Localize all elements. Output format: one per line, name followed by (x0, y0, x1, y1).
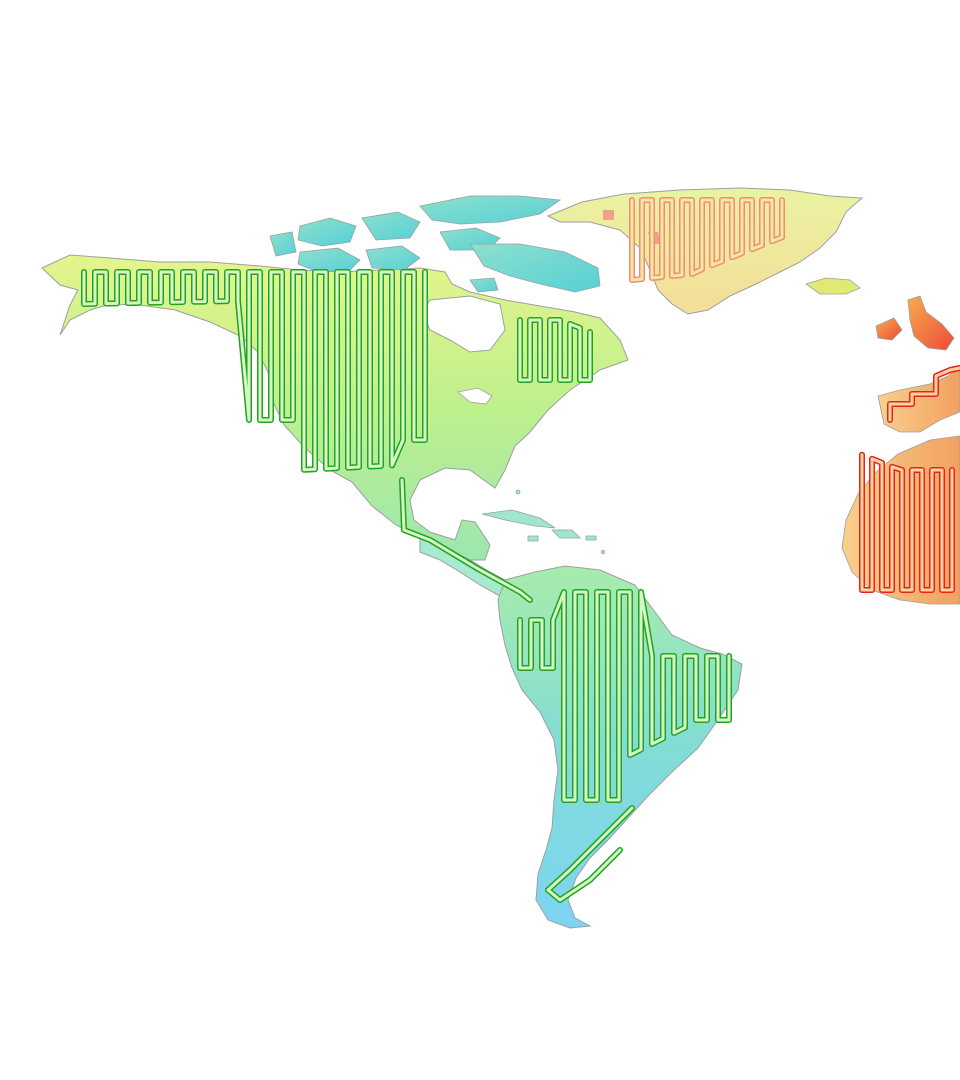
victoria-island (297, 217, 357, 247)
canadian-arctic-islands (269, 195, 601, 293)
puerto-rico (585, 535, 597, 541)
route-north-america (82, 270, 427, 472)
jamaica (527, 535, 539, 542)
lesser-antilles (601, 550, 606, 555)
southampton-island (469, 277, 499, 293)
route-patagonia (546, 806, 634, 902)
bahamas (515, 489, 521, 495)
arctic-island-c (365, 245, 421, 271)
great-lakes (457, 387, 493, 405)
route-greenland (630, 198, 784, 282)
iberia-landmass (877, 365, 960, 433)
iceland-landmass (805, 277, 861, 295)
iceland (805, 277, 861, 295)
route-south-america (518, 590, 731, 802)
ireland (875, 317, 903, 341)
hispaniola (551, 529, 581, 539)
route-canada-east (518, 318, 592, 382)
greenland-marker-a (603, 210, 614, 220)
route-iberia (888, 366, 960, 422)
arctic-island-a (361, 211, 421, 241)
serpentine-routes (81, 197, 960, 903)
banks-island (269, 231, 297, 257)
iberia (877, 365, 960, 433)
great-britain (907, 295, 955, 351)
caribbean (481, 489, 606, 555)
route-central-america (400, 478, 532, 602)
ellesmere-island (419, 195, 562, 225)
british-isles (875, 295, 955, 351)
cuba (481, 509, 556, 529)
baffin-island (469, 243, 601, 293)
route-africa (860, 453, 954, 592)
arctic-island-b (297, 247, 361, 273)
